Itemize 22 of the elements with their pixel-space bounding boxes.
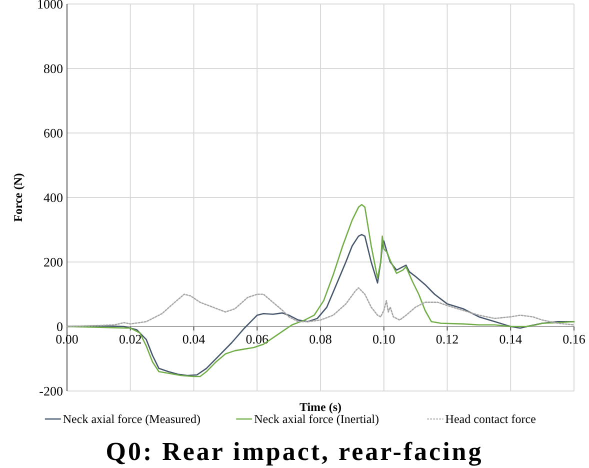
x-tick-label: 0.06 — [246, 332, 269, 346]
legend-label: Neck axial force (Measured) — [62, 412, 200, 426]
y-tick-label: 400 — [44, 190, 63, 206]
x-tick-label: 0.02 — [119, 332, 142, 346]
line-series — [66, 287, 575, 328]
y-axis-title: Force (N) — [11, 173, 25, 222]
text: Q0: Rear impact, rear-facing — [106, 437, 484, 466]
x-tick-label: 0.12 — [436, 332, 459, 346]
legend-label: Neck axial force (Inertial) — [254, 412, 380, 426]
y-tick-label: -200 — [39, 384, 63, 399]
x-tick-label: 0.14 — [499, 332, 522, 346]
x-axis-title: Time (s) — [299, 400, 342, 414]
x-tick-label: 0.08 — [309, 332, 332, 346]
legend-label: Head contact force — [445, 412, 536, 426]
y-tick-label: 600 — [44, 126, 63, 141]
x-tick-label: 0.10 — [372, 332, 396, 346]
y-tick-label: 0 — [56, 319, 63, 334]
y-tick-label: 200 — [44, 254, 63, 270]
x-tick-label: 0.04 — [182, 332, 206, 346]
x-tick-label: 0.16 — [562, 332, 586, 346]
y-tick-label: 1000 — [37, 0, 63, 12]
y-tick-label: 800 — [44, 61, 63, 76]
